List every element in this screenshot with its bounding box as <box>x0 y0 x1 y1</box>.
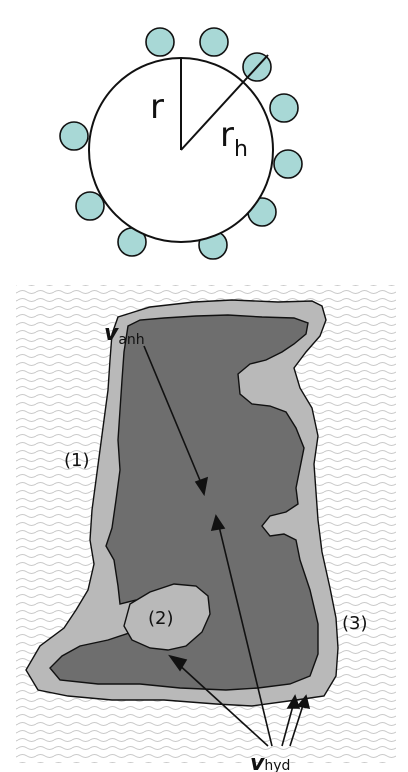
vhyd-arrow-2 <box>175 661 269 747</box>
anhydrous-volume-label: vanh <box>104 321 145 348</box>
region-label-2: (2) <box>148 608 174 629</box>
water-bead <box>269 93 299 123</box>
water-bead <box>145 27 175 57</box>
anhydrous-volume-label-main: v <box>104 321 119 346</box>
hydrated-volume-label-main: v <box>250 751 265 772</box>
vhyd-arrow-4 <box>289 701 305 747</box>
protein-core <box>49 314 319 691</box>
water-bead <box>75 191 105 221</box>
vhyd-arrowhead-3 <box>286 694 301 709</box>
vhyd-arrow-3 <box>281 701 295 747</box>
hydrated-radius-label-main: r <box>220 115 234 155</box>
anhydrous-volume-label-sub: anh <box>118 332 144 348</box>
hydrated-radius-label-sub: h <box>234 137 248 162</box>
water-bead <box>273 149 303 179</box>
hydrated-volume-label: vhyd <box>250 751 290 772</box>
region-label-1: (1) <box>64 450 90 471</box>
water-bead <box>199 27 229 57</box>
radius-label: r <box>150 87 164 127</box>
protein-hydration-diagram: vanh (1) (2) (3) vhyd <box>16 285 396 772</box>
water-bead <box>59 121 89 151</box>
hydrated-volume-label-sub: hyd <box>264 758 290 772</box>
internal-cavity <box>123 583 211 651</box>
vhyd-arrowhead-1 <box>210 514 226 531</box>
hydrated-radius-label: rh <box>220 115 248 162</box>
vanh-arrow <box>143 345 205 491</box>
hydration-beads <box>59 27 303 260</box>
hydrated-sphere-diagram: r rh <box>59 27 303 260</box>
vhyd-arrowhead-4 <box>296 694 311 710</box>
vhyd-arrow-1 <box>217 521 273 747</box>
hydrated-radius-line <box>180 54 269 151</box>
arrows <box>143 345 311 747</box>
vhyd-arrowhead-2 <box>168 654 188 672</box>
region-label-3: (3) <box>342 613 368 634</box>
vanh-arrowhead <box>194 476 209 497</box>
